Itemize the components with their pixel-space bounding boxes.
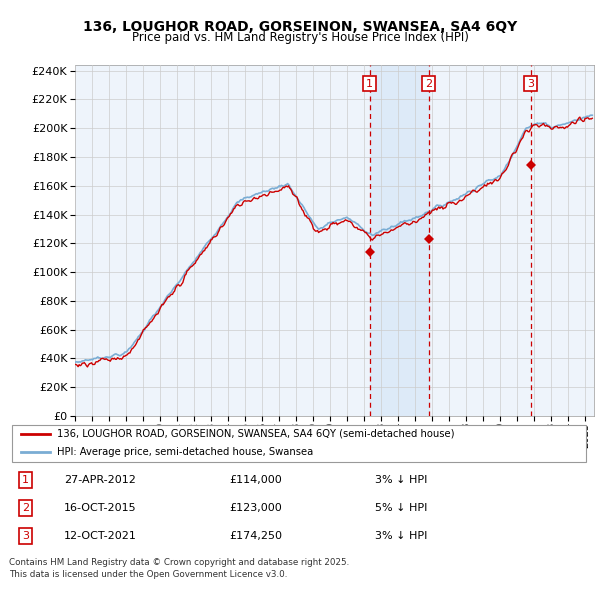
Text: 3: 3 (527, 78, 534, 88)
Text: Contains HM Land Registry data © Crown copyright and database right 2025.: Contains HM Land Registry data © Crown c… (9, 558, 349, 566)
Text: 1: 1 (22, 475, 29, 485)
Text: 1: 1 (366, 78, 373, 88)
Text: 2: 2 (425, 78, 433, 88)
Text: 5% ↓ HPI: 5% ↓ HPI (375, 503, 427, 513)
Text: 16-OCT-2015: 16-OCT-2015 (64, 503, 137, 513)
Text: Price paid vs. HM Land Registry's House Price Index (HPI): Price paid vs. HM Land Registry's House … (131, 31, 469, 44)
Text: 27-APR-2012: 27-APR-2012 (64, 475, 136, 485)
Text: 3% ↓ HPI: 3% ↓ HPI (375, 531, 427, 541)
FancyBboxPatch shape (12, 425, 586, 461)
Text: £123,000: £123,000 (230, 503, 283, 513)
Text: 2: 2 (22, 503, 29, 513)
Text: 3: 3 (22, 531, 29, 541)
Text: £174,250: £174,250 (230, 531, 283, 541)
Bar (370, 65, 429, 416)
Text: 136, LOUGHOR ROAD, GORSEINON, SWANSEA, SA4 6QY: 136, LOUGHOR ROAD, GORSEINON, SWANSEA, S… (83, 20, 517, 34)
Text: £114,000: £114,000 (230, 475, 283, 485)
Text: This data is licensed under the Open Government Licence v3.0.: This data is licensed under the Open Gov… (9, 570, 287, 579)
Text: HPI: Average price, semi-detached house, Swansea: HPI: Average price, semi-detached house,… (56, 447, 313, 457)
Text: 136, LOUGHOR ROAD, GORSEINON, SWANSEA, SA4 6QY (semi-detached house): 136, LOUGHOR ROAD, GORSEINON, SWANSEA, S… (56, 429, 454, 439)
Text: 3% ↓ HPI: 3% ↓ HPI (375, 475, 427, 485)
Text: 12-OCT-2021: 12-OCT-2021 (64, 531, 137, 541)
